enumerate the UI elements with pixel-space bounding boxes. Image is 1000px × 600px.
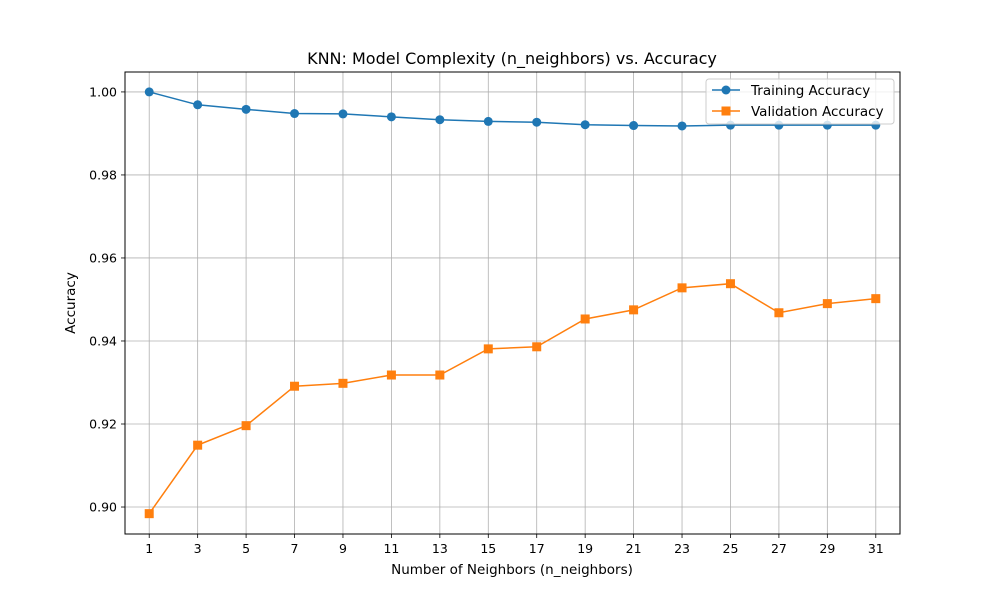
x-tick-label: 25	[723, 541, 739, 556]
x-tick-label: 29	[819, 541, 835, 556]
y-tick-label: 0.94	[89, 333, 117, 348]
training-point	[338, 109, 348, 119]
x-tick-label: 27	[771, 541, 787, 556]
validation-point	[629, 305, 639, 315]
y-tick-label: 1.00	[89, 84, 117, 99]
training-point	[290, 109, 300, 119]
x-tick-label: 17	[529, 541, 545, 556]
validation-point	[580, 314, 590, 324]
validation-point	[144, 509, 154, 519]
plot-area-frame	[124, 71, 901, 535]
validation-point	[774, 308, 784, 318]
legend-frame	[705, 78, 895, 125]
legend-marker-validation	[721, 106, 731, 116]
validation-point	[435, 370, 445, 380]
legend-label-training: Training Accuracy	[750, 83, 870, 99]
training-point	[193, 100, 203, 110]
x-tick-label: 19	[577, 541, 593, 556]
training-point	[580, 120, 590, 130]
series-line-0	[149, 91, 876, 127]
legend-label-validation: Validation Accuracy	[751, 104, 884, 120]
validation-point	[193, 440, 203, 450]
training-point	[435, 115, 445, 125]
validation-point	[532, 342, 542, 352]
training-point	[386, 112, 396, 122]
y-axis-title: Accuracy	[63, 272, 79, 334]
y-tick-label: 0.92	[89, 417, 117, 432]
y-axis-ticks: 0.90 0.92 0.94 0.96 0.98 1.00	[89, 84, 125, 515]
y-tick-label: 0.90	[89, 500, 117, 515]
training-point	[241, 104, 251, 114]
validation-point	[483, 344, 493, 354]
x-tick-label: 1	[145, 541, 153, 556]
validation-point	[677, 283, 687, 293]
validation-point	[822, 299, 832, 309]
x-tick-label: 11	[383, 541, 399, 556]
validation-point	[290, 381, 300, 391]
legend: Training Accuracy Validation Accuracy	[705, 78, 895, 125]
x-tick-label: 31	[868, 541, 884, 556]
y-tick-label: 0.96	[89, 250, 117, 265]
validation-point	[725, 279, 735, 289]
validation-point	[338, 378, 348, 388]
x-tick-label: 21	[626, 541, 642, 556]
x-axis-ticks: 1 3 5 7 9 11 13 15 17 19 21 23 25 27 29 31	[145, 534, 884, 556]
legend-marker-training	[721, 85, 731, 95]
training-point	[483, 116, 493, 126]
x-tick-label: 23	[674, 541, 690, 556]
x-tick-label: 15	[480, 541, 496, 556]
y-tick-label: 0.98	[89, 167, 117, 182]
training-point	[532, 117, 542, 127]
chart-title: KNN: Model Complexity (n_neighbors) vs. …	[307, 49, 717, 69]
x-tick-label: 3	[194, 541, 202, 556]
training-point	[629, 121, 639, 131]
validation-point	[241, 421, 251, 431]
series-line-1	[148, 282, 876, 515]
x-tick-label: 5	[242, 541, 250, 556]
training-point	[144, 87, 154, 97]
validation-point	[386, 370, 396, 380]
x-tick-label: 13	[432, 541, 448, 556]
x-tick-label: 7	[291, 541, 299, 556]
x-axis-title: Number of Neighbors (n_neighbors)	[391, 562, 633, 578]
validation-point	[871, 294, 881, 304]
training-point	[677, 121, 687, 131]
x-tick-label: 9	[339, 541, 347, 556]
